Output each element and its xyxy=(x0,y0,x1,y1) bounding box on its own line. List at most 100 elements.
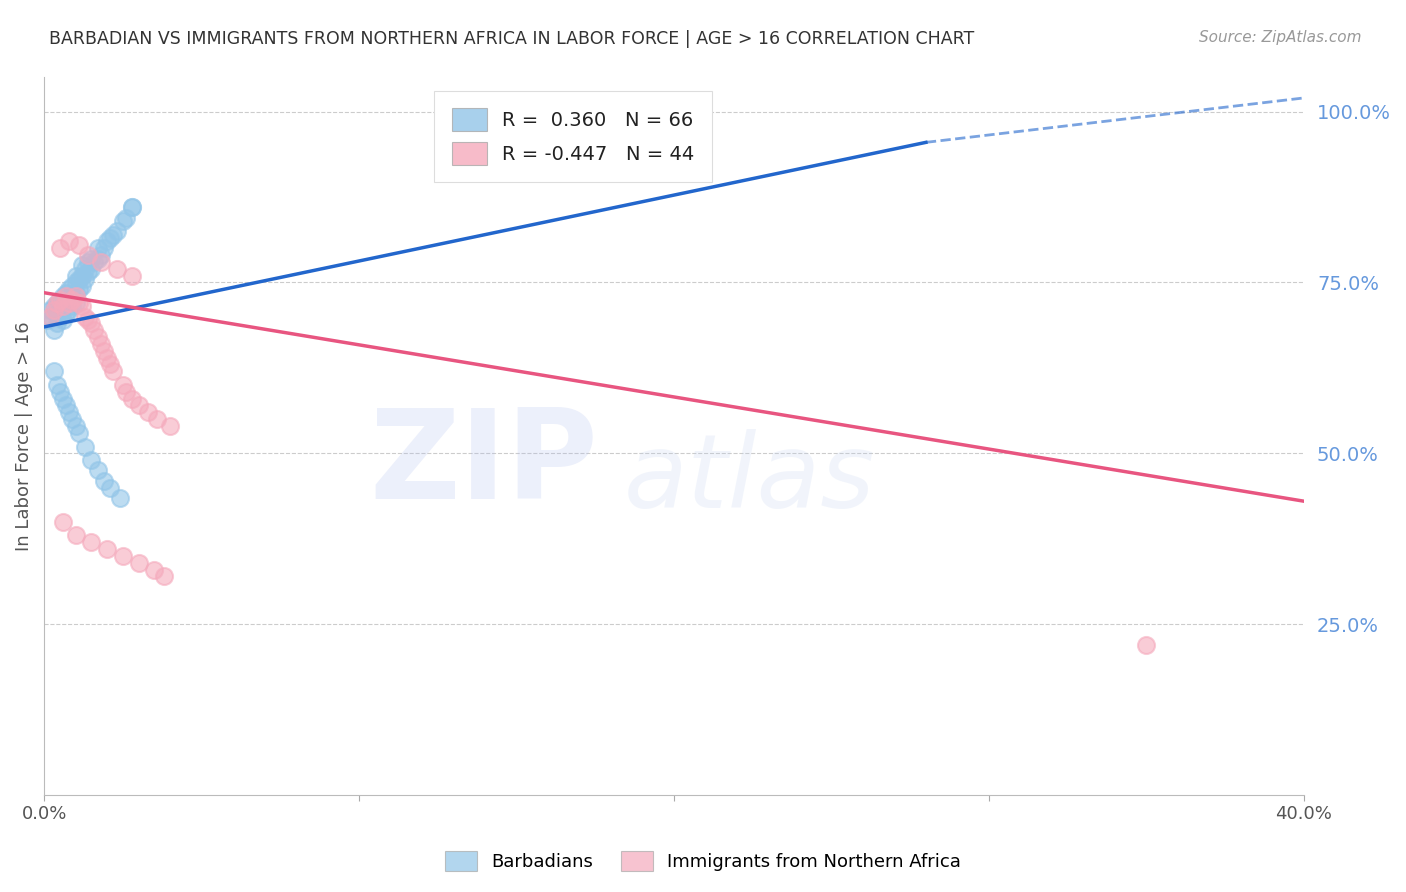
Point xyxy=(128,399,150,413)
Y-axis label: In Labor Force | Age > 16: In Labor Force | Age > 16 xyxy=(15,321,32,551)
Point xyxy=(67,238,90,252)
Point xyxy=(39,310,62,324)
Point xyxy=(77,248,100,262)
Point xyxy=(121,200,143,214)
Point xyxy=(55,289,77,303)
Point xyxy=(65,276,87,290)
Point xyxy=(96,541,118,556)
Point xyxy=(103,227,125,242)
Point xyxy=(70,259,93,273)
Point xyxy=(55,285,77,300)
Point xyxy=(111,549,134,563)
Point xyxy=(90,337,112,351)
Point xyxy=(143,562,166,576)
Point xyxy=(77,255,100,269)
Point xyxy=(73,310,96,324)
Point xyxy=(58,405,80,419)
Point xyxy=(42,364,65,378)
Point xyxy=(96,235,118,249)
Point xyxy=(42,323,65,337)
Point xyxy=(65,285,87,300)
Point xyxy=(105,261,128,276)
Point xyxy=(86,463,108,477)
Point xyxy=(52,299,75,313)
Point xyxy=(77,313,100,327)
Point xyxy=(83,323,105,337)
Point xyxy=(80,317,103,331)
Legend: Barbadians, Immigrants from Northern Africa: Barbadians, Immigrants from Northern Afr… xyxy=(437,844,969,879)
Point xyxy=(62,412,84,426)
Point xyxy=(96,351,118,365)
Point xyxy=(105,224,128,238)
Point xyxy=(73,261,96,276)
Point xyxy=(67,425,90,440)
Point xyxy=(45,296,67,310)
Point xyxy=(52,515,75,529)
Point xyxy=(58,296,80,310)
Point xyxy=(98,358,121,372)
Point xyxy=(77,265,100,279)
Point xyxy=(49,310,72,324)
Text: BARBADIAN VS IMMIGRANTS FROM NORTHERN AFRICA IN LABOR FORCE | AGE > 16 CORRELATI: BARBADIAN VS IMMIGRANTS FROM NORTHERN AF… xyxy=(49,30,974,48)
Point xyxy=(121,392,143,406)
Point xyxy=(90,255,112,269)
Point xyxy=(58,282,80,296)
Point xyxy=(98,231,121,245)
Point xyxy=(115,211,138,225)
Point xyxy=(39,302,62,317)
Point xyxy=(93,474,115,488)
Point xyxy=(58,293,80,307)
Point xyxy=(65,296,87,310)
Point xyxy=(115,384,138,399)
Point xyxy=(65,268,87,283)
Point xyxy=(55,296,77,310)
Point xyxy=(45,378,67,392)
Point xyxy=(49,293,72,307)
Point xyxy=(62,289,84,303)
Point xyxy=(128,556,150,570)
Point xyxy=(67,272,90,286)
Point xyxy=(52,313,75,327)
Point xyxy=(83,255,105,269)
Legend: R =  0.360   N = 66, R = -0.447   N = 44: R = 0.360 N = 66, R = -0.447 N = 44 xyxy=(434,91,711,182)
Point xyxy=(159,419,181,434)
Point xyxy=(86,252,108,266)
Point xyxy=(62,279,84,293)
Point xyxy=(65,528,87,542)
Point xyxy=(67,296,90,310)
Point xyxy=(121,268,143,283)
Point xyxy=(55,399,77,413)
Point xyxy=(67,282,90,296)
Point xyxy=(62,299,84,313)
Point xyxy=(65,289,87,303)
Point xyxy=(98,481,121,495)
Point xyxy=(80,535,103,549)
Point xyxy=(136,405,159,419)
Point xyxy=(86,330,108,344)
Point xyxy=(45,306,67,320)
Point xyxy=(93,241,115,255)
Point xyxy=(70,268,93,283)
Point xyxy=(152,569,174,583)
Point xyxy=(1135,638,1157,652)
Point xyxy=(49,241,72,255)
Point xyxy=(146,412,169,426)
Point xyxy=(52,289,75,303)
Point xyxy=(49,293,72,307)
Point xyxy=(58,302,80,317)
Point xyxy=(108,491,131,505)
Point xyxy=(111,378,134,392)
Text: Source: ZipAtlas.com: Source: ZipAtlas.com xyxy=(1198,30,1361,45)
Point xyxy=(55,306,77,320)
Point xyxy=(80,453,103,467)
Point xyxy=(42,302,65,317)
Point xyxy=(90,248,112,262)
Point xyxy=(70,299,93,313)
Point xyxy=(62,293,84,307)
Point xyxy=(73,272,96,286)
Point xyxy=(80,261,103,276)
Point xyxy=(37,313,59,327)
Point xyxy=(49,302,72,317)
Point xyxy=(70,279,93,293)
Point xyxy=(42,299,65,313)
